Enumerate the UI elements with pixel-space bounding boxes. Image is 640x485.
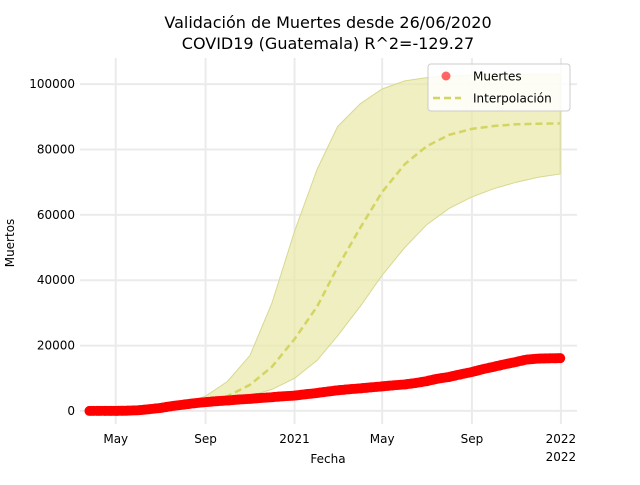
y-tick-label: 80000 (37, 143, 75, 157)
y-axis-label: Muertos (3, 219, 17, 268)
chart-subtitle: COVID19 (Guatemala) R^2=-129.27 (182, 34, 474, 53)
x-tick-label: 2021 (279, 432, 310, 446)
x-tick-label: Sep (461, 432, 484, 446)
confidence-band-area (159, 73, 561, 411)
legend-marker-muertes (441, 71, 451, 81)
y-axis-ticks: 0 20000 40000 60000 80000 100000 (29, 77, 75, 418)
x-tick-label: Sep (194, 432, 217, 446)
confidence-band (159, 73, 561, 411)
y-tick-label: 60000 (37, 208, 75, 222)
legend: Muertes Interpolación (427, 63, 571, 112)
x-axis-label: Fecha (310, 452, 345, 466)
data-point (555, 353, 566, 364)
x-tick-label: May (370, 432, 395, 446)
legend-label-muertes: Muertes (473, 70, 522, 84)
y-tick-label: 0 (67, 404, 75, 418)
x-axis-ticks: May Sep 2021 May Sep 2022 2022 (103, 432, 576, 464)
deaths-points (84, 353, 566, 416)
y-tick-label: 40000 (37, 273, 75, 287)
x-tick-label: 2022 (546, 432, 577, 446)
x-tick-label: May (103, 432, 128, 446)
chart-title: Validación de Muertes desde 26/06/2020 (164, 13, 491, 32)
y-tick-label: 100000 (29, 77, 75, 91)
legend-box (427, 63, 571, 112)
x-tick-sublabel: 2022 (546, 450, 577, 464)
y-tick-label: 20000 (37, 339, 75, 353)
legend-label-interpolacion: Interpolación (473, 92, 552, 106)
